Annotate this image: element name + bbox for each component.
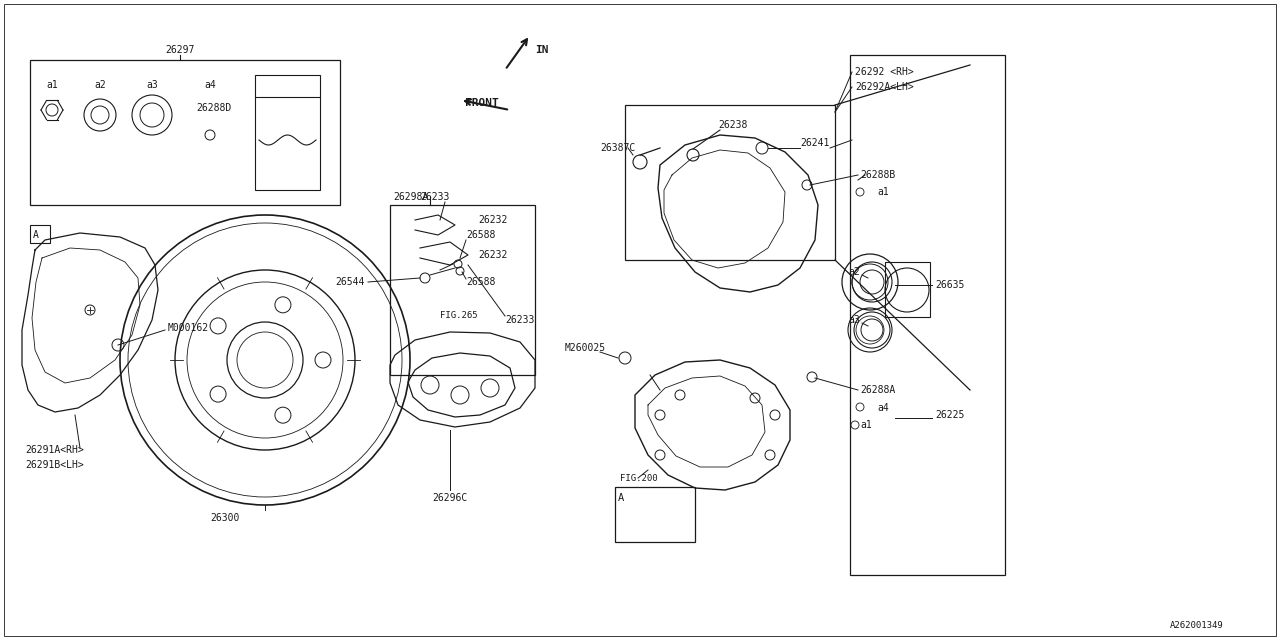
Bar — [29, 60, 340, 205]
Text: a4: a4 — [877, 403, 888, 413]
Text: 26232: 26232 — [477, 215, 507, 225]
Text: a2: a2 — [95, 80, 106, 90]
Text: M260025: M260025 — [564, 343, 607, 353]
Text: 26588: 26588 — [466, 230, 495, 240]
Text: 26296C: 26296C — [433, 493, 467, 503]
Text: FIG.200: FIG.200 — [620, 474, 658, 483]
Text: A: A — [618, 493, 625, 503]
Text: a1: a1 — [860, 420, 872, 430]
Text: 26225: 26225 — [934, 410, 964, 420]
Text: a4: a4 — [204, 80, 216, 90]
Text: 26241: 26241 — [800, 138, 829, 148]
Text: 26288B: 26288B — [860, 170, 895, 180]
Text: 26291B<LH>: 26291B<LH> — [26, 460, 83, 470]
Text: 26300: 26300 — [210, 513, 239, 523]
Text: 26288A: 26288A — [860, 385, 895, 395]
Text: 26233: 26233 — [506, 315, 534, 325]
Text: A262001349: A262001349 — [1170, 621, 1224, 630]
Text: 26387C: 26387C — [600, 143, 635, 153]
Bar — [850, 55, 1005, 575]
Text: 26232: 26232 — [477, 250, 507, 260]
Bar — [625, 105, 835, 260]
Text: 26588: 26588 — [466, 277, 495, 287]
Bar — [884, 262, 931, 317]
Bar — [29, 225, 50, 243]
Text: a3: a3 — [849, 315, 860, 325]
Text: 26292 <RH>: 26292 <RH> — [855, 67, 914, 77]
Text: 26238: 26238 — [718, 120, 748, 130]
Text: 26635: 26635 — [934, 280, 964, 290]
Text: 26292A<LH>: 26292A<LH> — [855, 82, 914, 92]
Text: 26297: 26297 — [165, 45, 195, 55]
Bar — [614, 487, 695, 542]
Text: 26291A<RH>: 26291A<RH> — [26, 445, 83, 455]
Text: a1: a1 — [46, 80, 58, 90]
Text: 26233: 26233 — [420, 192, 449, 202]
Text: a3: a3 — [146, 80, 157, 90]
Text: a1: a1 — [877, 187, 888, 197]
Text: IN: IN — [535, 45, 549, 55]
Text: M000162: M000162 — [168, 323, 209, 333]
Text: a2: a2 — [849, 267, 860, 277]
Text: 26298A: 26298A — [393, 192, 429, 202]
Bar — [390, 205, 535, 375]
Text: 26288D: 26288D — [196, 103, 232, 113]
Text: 26544: 26544 — [335, 277, 365, 287]
Bar — [255, 75, 320, 190]
Text: FIG.265: FIG.265 — [440, 310, 477, 319]
Text: A: A — [33, 230, 38, 240]
Text: FRONT: FRONT — [465, 98, 499, 108]
